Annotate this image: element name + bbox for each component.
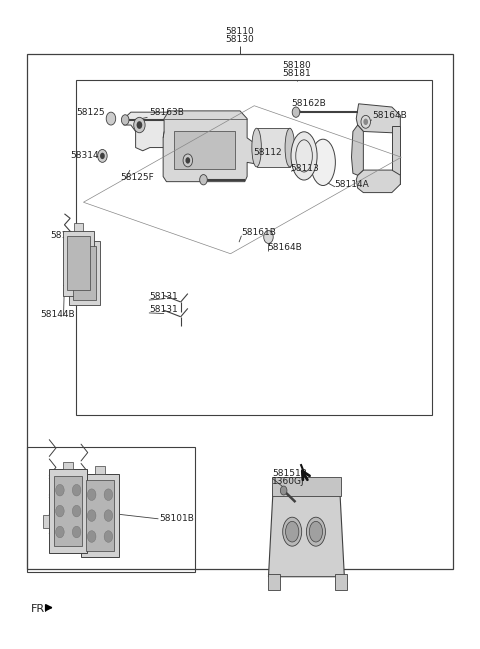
Circle shape — [200, 175, 207, 185]
Circle shape — [56, 484, 64, 496]
Bar — [54, 476, 83, 546]
Text: 58125F: 58125F — [120, 173, 154, 182]
Text: 58144B: 58144B — [50, 231, 85, 240]
Circle shape — [100, 153, 105, 159]
Circle shape — [97, 149, 107, 162]
Bar — [73, 246, 96, 300]
Polygon shape — [257, 129, 290, 167]
Bar — [26, 447, 195, 572]
Ellipse shape — [311, 139, 336, 186]
Text: 58125: 58125 — [76, 108, 105, 117]
Text: 1360GJ: 1360GJ — [272, 477, 305, 486]
Ellipse shape — [283, 517, 301, 546]
Circle shape — [87, 531, 96, 543]
Text: FR.: FR. — [31, 604, 48, 614]
Circle shape — [104, 531, 113, 543]
Polygon shape — [351, 125, 363, 175]
Text: 58180: 58180 — [283, 62, 312, 70]
Ellipse shape — [252, 129, 261, 167]
Circle shape — [361, 116, 371, 129]
Bar — [81, 474, 119, 557]
Text: 58131: 58131 — [149, 292, 178, 301]
Polygon shape — [74, 223, 83, 231]
Polygon shape — [75, 520, 81, 532]
Polygon shape — [63, 461, 73, 469]
Text: 58163B: 58163B — [149, 108, 184, 117]
Polygon shape — [268, 487, 344, 577]
Circle shape — [72, 506, 81, 517]
Circle shape — [134, 117, 145, 133]
Text: 58164B: 58164B — [372, 111, 407, 120]
Bar — [268, 574, 280, 589]
Text: 58144B: 58144B — [40, 310, 74, 319]
Bar — [335, 574, 347, 589]
Circle shape — [183, 154, 192, 167]
Circle shape — [106, 112, 116, 125]
Circle shape — [72, 526, 81, 538]
Text: 58112: 58112 — [253, 147, 281, 156]
Bar — [272, 477, 341, 496]
Circle shape — [363, 119, 368, 125]
Bar — [70, 241, 100, 305]
Ellipse shape — [291, 132, 317, 180]
Polygon shape — [356, 104, 400, 133]
Ellipse shape — [285, 129, 295, 167]
Polygon shape — [43, 515, 49, 528]
Polygon shape — [174, 132, 235, 169]
Text: 58162B: 58162B — [291, 99, 326, 108]
Ellipse shape — [286, 521, 299, 542]
Bar — [76, 80, 432, 415]
Ellipse shape — [309, 521, 323, 542]
Circle shape — [264, 230, 273, 243]
Text: 58114A: 58114A — [334, 180, 369, 189]
Circle shape — [104, 489, 113, 500]
Bar — [67, 236, 90, 290]
Polygon shape — [392, 127, 400, 184]
Text: 58130: 58130 — [226, 35, 254, 44]
Circle shape — [137, 121, 142, 129]
Circle shape — [292, 107, 300, 117]
Text: 58101B: 58101B — [159, 513, 194, 522]
Circle shape — [280, 486, 287, 495]
Circle shape — [185, 157, 190, 164]
Circle shape — [104, 510, 113, 521]
Ellipse shape — [306, 517, 325, 546]
Circle shape — [87, 489, 96, 500]
Bar — [49, 469, 87, 553]
Polygon shape — [81, 233, 89, 241]
Circle shape — [56, 526, 64, 538]
Polygon shape — [356, 170, 400, 193]
Circle shape — [72, 484, 81, 496]
Circle shape — [87, 510, 96, 521]
Bar — [63, 231, 94, 295]
Bar — [26, 55, 454, 569]
Polygon shape — [95, 466, 105, 474]
Text: 58110: 58110 — [226, 27, 254, 36]
Text: 58181: 58181 — [283, 69, 312, 78]
Text: 58151B: 58151B — [272, 469, 307, 478]
Text: 58113: 58113 — [290, 164, 319, 173]
Text: 58164B: 58164B — [267, 243, 302, 252]
Text: 58161B: 58161B — [241, 228, 276, 237]
Circle shape — [56, 506, 64, 517]
Text: 58314: 58314 — [70, 151, 98, 160]
Polygon shape — [163, 111, 261, 182]
Text: 58131: 58131 — [149, 305, 178, 314]
Circle shape — [121, 115, 129, 125]
Bar — [86, 480, 114, 551]
Polygon shape — [124, 112, 202, 171]
